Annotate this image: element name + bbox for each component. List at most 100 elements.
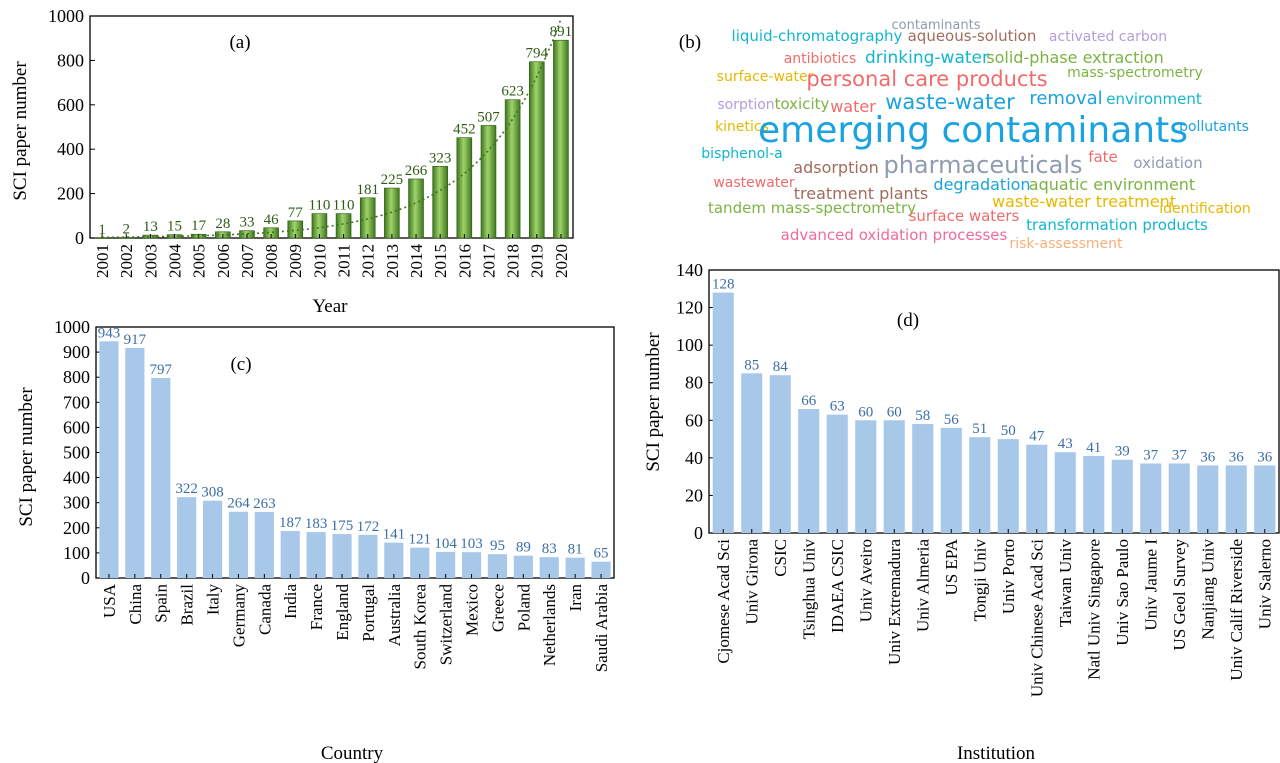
bar	[1197, 465, 1219, 533]
y-tick-label: 700	[63, 392, 90, 412]
bar	[359, 197, 376, 239]
wordcloud-word: toxicity	[775, 95, 830, 113]
panel-d-ylabel: SCI paper number	[643, 332, 664, 472]
bar	[712, 292, 734, 533]
plot-frame	[89, 15, 574, 239]
wordcloud-word: solid-phase extraction	[986, 48, 1163, 67]
data-label: 41	[1086, 440, 1101, 456]
wordcloud-word: activated carbon	[1049, 29, 1167, 45]
wordcloud-word: fate	[1088, 148, 1118, 166]
data-label: 183	[305, 516, 328, 532]
bar	[826, 414, 848, 533]
bar	[151, 377, 171, 578]
x-tick-label: Mexico	[463, 584, 482, 636]
x-tick-label: 2014	[407, 244, 426, 279]
wordcloud-word: surface-water	[717, 69, 814, 85]
wordcloud-word: personal care products	[806, 67, 1047, 91]
data-label: 103	[460, 536, 483, 552]
data-label: 308	[201, 485, 224, 501]
y-tick-label: 500	[63, 443, 90, 463]
y-tick-label: 200	[63, 518, 90, 538]
data-label: 47	[1029, 429, 1045, 445]
bar	[969, 437, 991, 533]
data-label: 943	[98, 325, 121, 341]
x-tick-label: Tongji Univ	[971, 539, 990, 622]
wordcloud-word: transformation products	[1026, 216, 1208, 234]
bar	[1054, 452, 1076, 533]
data-label: 623	[501, 84, 524, 100]
x-tick-label: Natl Univ Singapore	[1085, 539, 1104, 680]
x-tick-label: 2009	[286, 244, 305, 278]
data-label: 141	[383, 527, 406, 543]
x-tick-label: 2013	[383, 244, 402, 278]
bar	[769, 375, 791, 533]
bar	[202, 500, 223, 578]
wordcloud-word: environment	[1106, 90, 1202, 108]
bar	[1225, 465, 1247, 533]
y-tick-label: 100	[676, 335, 703, 355]
data-label: 83	[542, 541, 557, 557]
wordcloud-word: aqueous-solution	[908, 27, 1037, 45]
wordcloud-word: degradation	[933, 175, 1030, 194]
x-tick-label: Australia	[385, 584, 404, 647]
bar	[591, 561, 611, 578]
bar	[99, 341, 119, 578]
y-tick-label: 0	[75, 228, 84, 248]
bar	[432, 165, 448, 239]
wordcloud-word: wastewater	[713, 175, 795, 191]
x-tick-label: 2016	[455, 244, 474, 278]
y-tick-label: 0	[694, 523, 703, 543]
bar	[408, 178, 424, 239]
bar	[254, 511, 274, 578]
x-tick-label: France	[307, 584, 326, 630]
data-label: 37	[1172, 447, 1188, 463]
data-label: 65	[594, 546, 609, 562]
x-tick-label: Cjomese Acad Sci	[714, 539, 733, 664]
wordcloud-word: aquatic environment	[1029, 175, 1195, 194]
y-tick-label: 20	[685, 485, 703, 505]
wordcloud-word: identification	[1159, 201, 1251, 217]
y-tick-label: 900	[63, 342, 90, 362]
wordcloud-word: pollutants	[1179, 119, 1249, 135]
data-label: 917	[124, 332, 147, 348]
x-tick-label: Netherlands	[540, 584, 559, 666]
bar	[539, 557, 559, 578]
data-label: 60	[887, 404, 902, 420]
wordcloud-word: bisphenol-a	[701, 146, 782, 162]
data-label: 2	[122, 222, 130, 238]
data-label: 17	[191, 218, 207, 234]
data-label: 225	[381, 172, 404, 188]
panel-a-label: (a)	[229, 32, 250, 53]
x-tick-label: Univ Aveiro	[857, 539, 876, 622]
data-label: 56	[944, 412, 960, 428]
y-tick-label: 400	[63, 468, 90, 488]
x-tick-label: 2008	[262, 244, 281, 278]
x-tick-label: Univ Extremadura	[885, 539, 904, 665]
data-label: 322	[175, 481, 198, 497]
bar	[177, 497, 197, 578]
x-tick-label: Univ Girona	[743, 539, 762, 625]
bar	[553, 39, 569, 239]
x-tick-label: India	[281, 584, 300, 619]
bar	[741, 373, 763, 533]
y-tick-label: 40	[685, 448, 703, 468]
data-label: 181	[356, 182, 379, 198]
bar	[1083, 455, 1105, 533]
wordcloud-word: mass-spectrometry	[1067, 65, 1203, 81]
x-tick-label: China	[126, 584, 145, 625]
data-label: 89	[516, 540, 531, 556]
x-tick-label: USA	[100, 583, 119, 618]
x-tick-label: 2019	[528, 244, 547, 278]
data-label: 46	[264, 212, 280, 228]
y-tick-label: 1000	[54, 317, 90, 337]
data-label: 77	[288, 205, 304, 221]
y-tick-label: 80	[685, 373, 703, 393]
data-label: 15	[167, 219, 182, 235]
y-tick-label: 300	[63, 493, 90, 513]
data-label: 175	[331, 518, 354, 534]
x-tick-label: CSIC	[771, 539, 790, 577]
wordcloud-word: contaminants	[892, 18, 981, 33]
x-tick-label: Spain	[152, 584, 171, 623]
x-tick-label: Univ Chinese Acad Sci	[1028, 539, 1047, 697]
